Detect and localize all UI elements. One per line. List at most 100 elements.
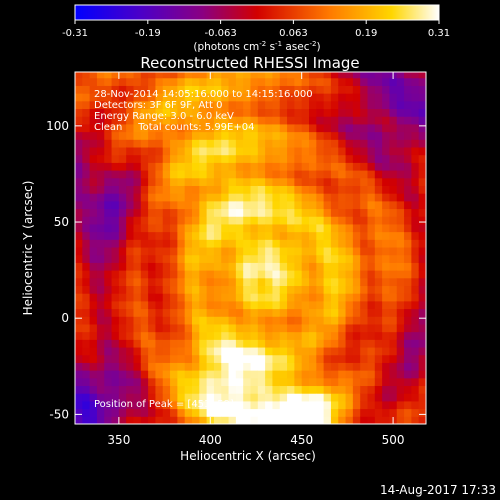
heatmap-cell (162, 223, 171, 233)
heatmap-cell (192, 408, 200, 417)
heatmap-cell (279, 400, 288, 410)
heatmap-cell (345, 85, 354, 94)
heatmap-cell (221, 393, 230, 402)
heatmap-cell (111, 300, 120, 310)
heatmap-cell (396, 370, 405, 379)
heatmap-cell (265, 377, 273, 387)
heatmap-cell (140, 108, 149, 117)
heatmap-cell (111, 362, 120, 371)
heatmap-cell (111, 347, 120, 356)
heatmap-cell (374, 72, 383, 79)
heatmap-cell (250, 216, 259, 225)
heatmap-cell (235, 193, 244, 202)
heatmap-cell (382, 354, 390, 363)
heatmap-cell (265, 208, 273, 217)
heatmap-cell (352, 108, 361, 117)
heatmap-cell (192, 116, 200, 125)
heatmap-cell (287, 131, 295, 140)
heatmap-cell (170, 231, 178, 240)
heatmap-cell (279, 116, 288, 125)
heatmap-cell (360, 72, 368, 79)
heatmap-cell (118, 347, 127, 356)
heatmap-cell (82, 377, 91, 387)
heatmap-cell (367, 177, 376, 186)
heatmap-cell (316, 308, 325, 317)
heatmap-cell (374, 270, 383, 279)
heatmap-cell (330, 85, 339, 94)
heatmap-cell (345, 400, 354, 410)
heatmap-cell (294, 72, 303, 79)
heatmap-cell (148, 177, 156, 186)
heatmap-cell (309, 347, 317, 356)
heatmap-cell (250, 116, 259, 125)
heatmap-cell (279, 185, 288, 194)
heatmap-cell (396, 139, 405, 148)
heatmap-cell (162, 139, 171, 148)
heatmap-cell (257, 139, 266, 148)
heatmap-cell (75, 177, 83, 186)
heatmap-cell (177, 231, 186, 240)
heatmap-cell (294, 193, 303, 202)
heatmap-cell (411, 108, 420, 117)
heatmap-cell (272, 293, 281, 302)
heatmap-cell (279, 262, 288, 271)
heatmap-cell (323, 408, 332, 417)
heatmap-cell (272, 170, 281, 179)
heatmap-cell (323, 108, 332, 117)
heatmap-cell (133, 385, 142, 394)
heatmap-cell (338, 270, 347, 279)
heatmap-cell (89, 139, 98, 148)
heatmap-cell (170, 262, 178, 271)
heatmap-cell (235, 362, 244, 371)
heatmap-cell (184, 131, 193, 140)
heatmap-cell (294, 370, 303, 379)
heatmap-cell (82, 331, 91, 340)
heatmap-cell (104, 285, 113, 294)
heatmap-cell (126, 185, 134, 194)
heatmap-cell (126, 400, 134, 410)
heatmap-cell (170, 377, 178, 387)
heatmap-cell (257, 277, 266, 287)
heatmap-cell (221, 93, 230, 102)
heatmap-cell (133, 416, 142, 424)
heatmap-cell (177, 170, 186, 179)
heatmap-cell (345, 93, 354, 102)
heatmap-cell (170, 93, 178, 102)
heatmap-cell (170, 108, 178, 117)
heatmap-cell (257, 331, 266, 340)
heatmap-cell (104, 116, 113, 125)
heatmap-cell (316, 154, 325, 163)
heatmap-cell (118, 72, 127, 79)
heatmap-cell (360, 162, 368, 171)
heatmap-cell (345, 231, 354, 240)
heatmap-cell (382, 270, 390, 279)
heatmap-cell (213, 162, 222, 171)
heatmap-cell (345, 239, 354, 248)
heatmap-cell (111, 147, 120, 156)
heatmap-cell (199, 300, 208, 310)
heatmap-cell (235, 77, 244, 86)
heatmap-cell (140, 262, 149, 271)
heatmap-cell (148, 308, 156, 317)
heatmap-cell (389, 200, 398, 210)
heatmap-cell (272, 116, 281, 125)
heatmap-cell (126, 223, 134, 233)
heatmap-cell (243, 347, 251, 356)
heatmap-cell (279, 100, 288, 110)
heatmap-cell (374, 308, 383, 317)
heatmap-cell (250, 162, 259, 171)
heatmap-cell (404, 370, 412, 379)
heatmap-cell (126, 408, 134, 417)
heatmap-cell (382, 77, 390, 86)
heatmap-cell (206, 270, 215, 279)
heatmap-cell (323, 247, 332, 256)
heatmap-cell (374, 193, 383, 202)
heatmap-cell (330, 147, 339, 156)
heatmap-cell (155, 231, 164, 240)
heatmap-cell (338, 354, 347, 363)
heatmap-cell (272, 72, 281, 79)
heatmap-cell (82, 293, 91, 302)
heatmap-cell (345, 277, 354, 287)
heatmap-cell (206, 285, 215, 294)
heatmap-cell (155, 262, 164, 271)
